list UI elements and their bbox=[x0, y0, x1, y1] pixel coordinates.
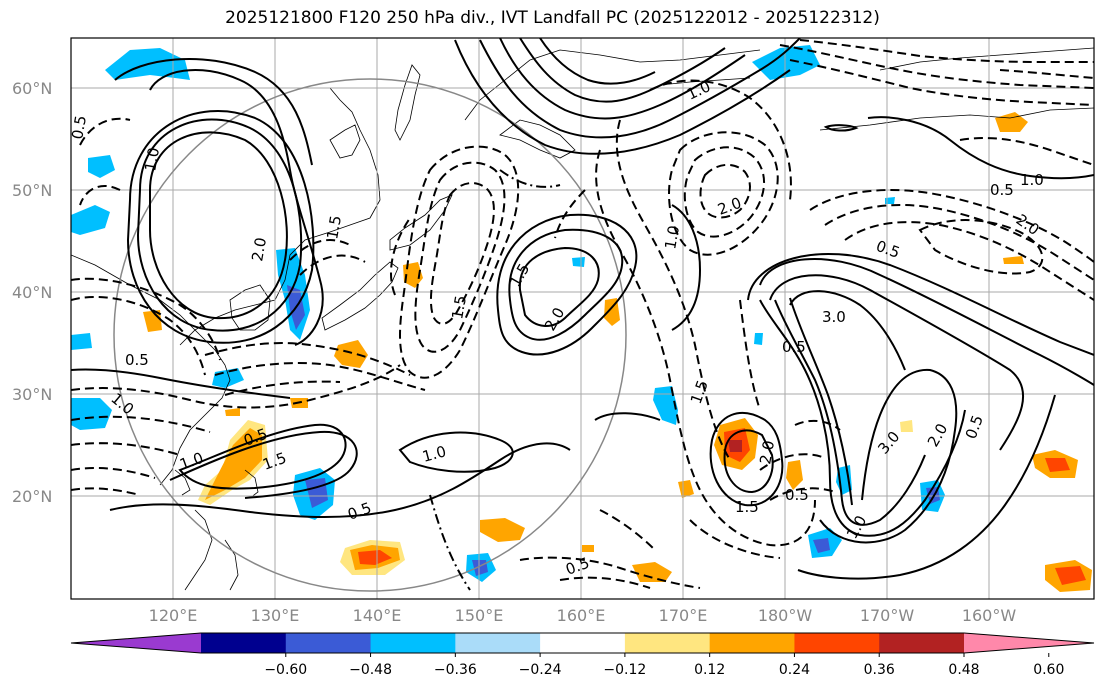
colorbar-tick-label: 0.12 bbox=[694, 662, 725, 678]
lon-label: 180°W bbox=[758, 606, 813, 625]
colorbar-segment bbox=[879, 633, 965, 653]
contour-label: 1.0 bbox=[1020, 171, 1044, 189]
colorbar-segment bbox=[201, 633, 287, 653]
colorbar-tick-label: −0.12 bbox=[603, 662, 646, 678]
contour-label: 2.0 bbox=[756, 439, 778, 466]
contour-label: 1.5 bbox=[735, 498, 759, 516]
colorbar-extend-min bbox=[71, 633, 201, 653]
map-frame bbox=[70, 37, 1095, 600]
zero-contours bbox=[429, 169, 561, 591]
contour-label: 3.0 bbox=[822, 308, 846, 326]
contour-label: 1.0 bbox=[420, 442, 448, 466]
lon-label: 170°E bbox=[659, 606, 708, 625]
map-title: 2025121800 F120 250 hPa div., IVT Landfa… bbox=[225, 8, 880, 28]
lon-label: 160°E bbox=[557, 606, 606, 625]
lat-label: 30°N bbox=[12, 385, 52, 404]
contour-label: 1.5 bbox=[323, 214, 345, 241]
colorbar-tick-label: 0.24 bbox=[779, 662, 810, 678]
colorbar-extend-max bbox=[964, 633, 1094, 653]
contour-label: 1.0 bbox=[661, 224, 683, 251]
colorbar: −0.60 −0.48 −0.36 −0.24 −0.12 0.12 0.24 0.36 0.4… bbox=[70, 632, 1095, 678]
landfall-radius-circle bbox=[113, 78, 627, 592]
colorbar-tick-label: 0.48 bbox=[948, 662, 979, 678]
colorbar-segment bbox=[455, 633, 541, 653]
contour-label: 0.5 bbox=[782, 338, 806, 356]
lat-label: 50°N bbox=[12, 181, 52, 200]
lon-label: 150°E bbox=[455, 606, 504, 625]
lon-label: 130°E bbox=[251, 606, 300, 625]
colorbar-tick-label: −0.60 bbox=[264, 662, 307, 678]
latitude-labels: 60°N 50°N 40°N 30°N 20°N bbox=[12, 79, 52, 506]
colorbar-tick-label: 0.60 bbox=[1033, 662, 1064, 678]
colorbar-segment bbox=[794, 633, 880, 653]
longitude-labels: 120°E 130°E 140°E 150°E 160°E 170°E 180°… bbox=[149, 606, 1017, 625]
colorbar-tick-label: 0.36 bbox=[864, 662, 895, 678]
colorbar-segment bbox=[370, 633, 456, 653]
contour-label: 1.0 bbox=[141, 146, 163, 173]
contour-label: 0.5 bbox=[785, 486, 809, 504]
colorbar-tick-label: −0.36 bbox=[434, 662, 477, 678]
lon-label: 140°E bbox=[353, 606, 402, 625]
lat-label: 20°N bbox=[12, 487, 52, 506]
negative-contours bbox=[71, 39, 1094, 589]
contour-label: 1.5 bbox=[448, 294, 470, 321]
lon-label: 120°E bbox=[149, 606, 198, 625]
colorbar-tick-label: −0.48 bbox=[349, 662, 392, 678]
lon-label: 160°W bbox=[962, 606, 1017, 625]
contour-label: 2.0 bbox=[248, 236, 270, 263]
colorbar-tick-label: −0.24 bbox=[519, 662, 562, 678]
colorbar-segment bbox=[624, 633, 711, 653]
contour-label: 0.5 bbox=[125, 351, 149, 369]
colorbar-segment bbox=[285, 633, 372, 653]
lat-label: 60°N bbox=[12, 79, 52, 98]
colorbar-segment bbox=[709, 633, 795, 653]
colorbar-outline bbox=[70, 632, 1095, 654]
coastlines bbox=[71, 47, 1094, 591]
positive-contours bbox=[71, 38, 1094, 580]
lat-label: 40°N bbox=[12, 283, 52, 302]
colorbar-segment bbox=[540, 633, 626, 653]
lon-label: 170°W bbox=[860, 606, 915, 625]
contour-label: 0.5 bbox=[68, 114, 90, 141]
contour-label: 0.5 bbox=[990, 181, 1014, 199]
